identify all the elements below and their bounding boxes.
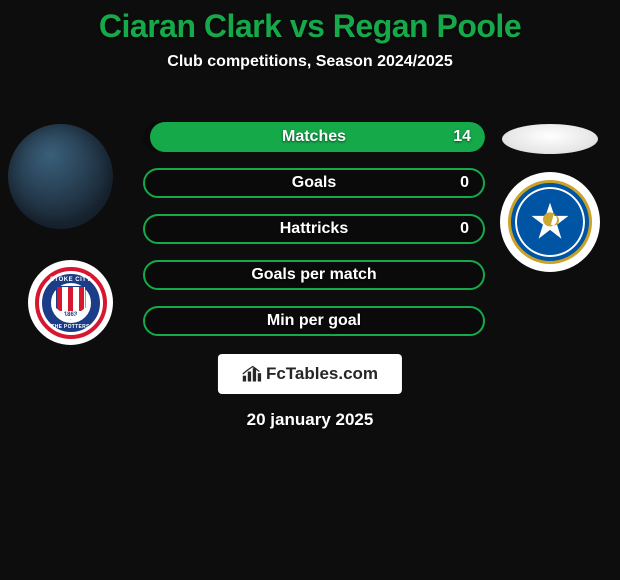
stoke-stripes xyxy=(57,287,85,311)
stat-row: 0 Goals xyxy=(143,168,485,198)
stat-label: Goals per match xyxy=(251,266,376,284)
player-right-avatar xyxy=(502,124,598,154)
player-right-club-badge xyxy=(500,172,600,272)
stat-value-right: 14 xyxy=(453,128,471,146)
stat-row: 14 Matches xyxy=(143,122,485,152)
stat-row: Min per goal xyxy=(143,306,485,336)
stat-value-right: 0 xyxy=(460,174,469,192)
stat-value-right: 0 xyxy=(460,220,469,238)
stat-row: 0 Hattricks xyxy=(143,214,485,244)
stoke-badge-top-text: STOKE CITY xyxy=(39,277,103,283)
player-left-club-badge: STOKE CITY THE POTTERS 1863 xyxy=(28,260,113,345)
star-moon-icon xyxy=(528,200,572,244)
comparison-infographic: Ciaran Clark vs Regan Poole Club competi… xyxy=(0,0,620,580)
page-title: Ciaran Clark vs Regan Poole xyxy=(0,0,620,45)
branding-text: FcTables.com xyxy=(266,364,378,384)
stat-label: Min per goal xyxy=(267,312,361,330)
portsmouth-badge xyxy=(507,179,593,265)
stat-label: Matches xyxy=(282,128,346,146)
stats-bars: 14 Matches 0 Goals 0 Hattricks Goals per match… xyxy=(143,122,485,352)
date-label: 20 january 2025 xyxy=(0,410,620,430)
bar-chart-icon xyxy=(242,365,262,383)
stoke-badge: STOKE CITY THE POTTERS 1863 xyxy=(35,267,107,339)
stoke-badge-bottom-text: THE POTTERS xyxy=(39,324,103,330)
stat-label: Goals xyxy=(292,174,336,192)
stat-label: Hattricks xyxy=(280,220,348,238)
player-left-avatar xyxy=(8,124,113,229)
subtitle: Club competitions, Season 2024/2025 xyxy=(0,53,620,71)
stat-row: Goals per match xyxy=(143,260,485,290)
branding-box: FcTables.com xyxy=(218,354,402,394)
